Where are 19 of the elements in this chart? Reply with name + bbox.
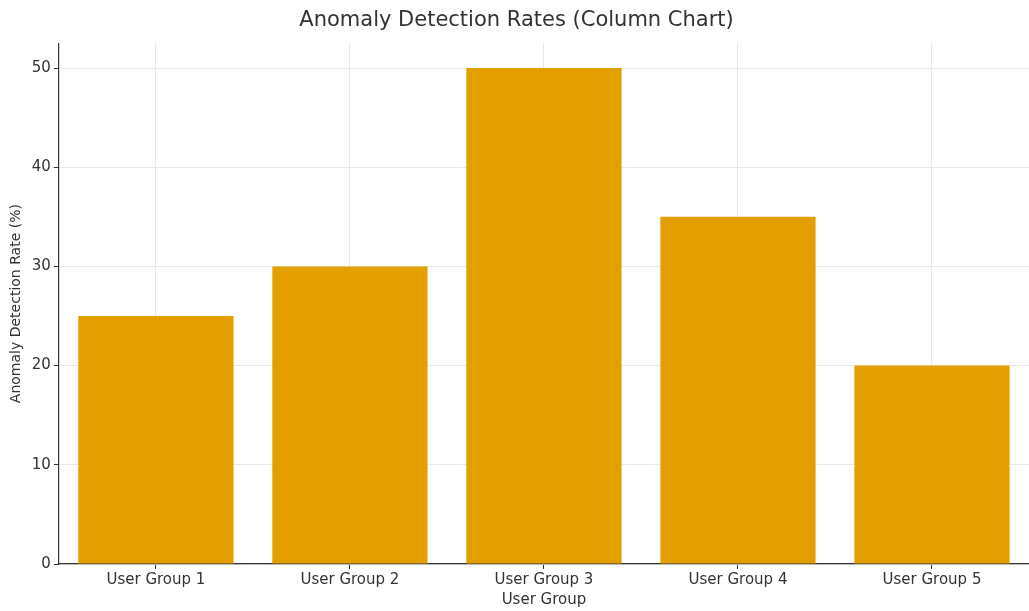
- x-tick-label: User Group 3: [494, 569, 594, 588]
- x-axis-title: User Group: [501, 589, 587, 608]
- x-tick-label: User Group 4: [688, 569, 788, 588]
- y-tick-label: 20: [31, 355, 51, 374]
- y-tick-label: 30: [31, 256, 51, 275]
- bar: [660, 216, 816, 564]
- y-axis-title: Anomaly Detection Rate (%): [7, 204, 24, 404]
- bar: [854, 365, 1010, 564]
- y-tick-label: 40: [31, 157, 51, 176]
- bar: [466, 68, 622, 564]
- x-tick-label: User Group 2: [300, 569, 400, 588]
- x-tick-label: User Group 5: [882, 569, 982, 588]
- chart-title: Anomaly Detection Rates (Column Chart): [299, 7, 734, 32]
- x-tick-label: User Group 1: [106, 569, 206, 588]
- bar: [272, 266, 428, 564]
- bar: [78, 316, 234, 564]
- y-tick-label: 10: [31, 454, 51, 473]
- y-tick-label: 50: [31, 57, 51, 76]
- y-tick-label: 0: [41, 553, 51, 572]
